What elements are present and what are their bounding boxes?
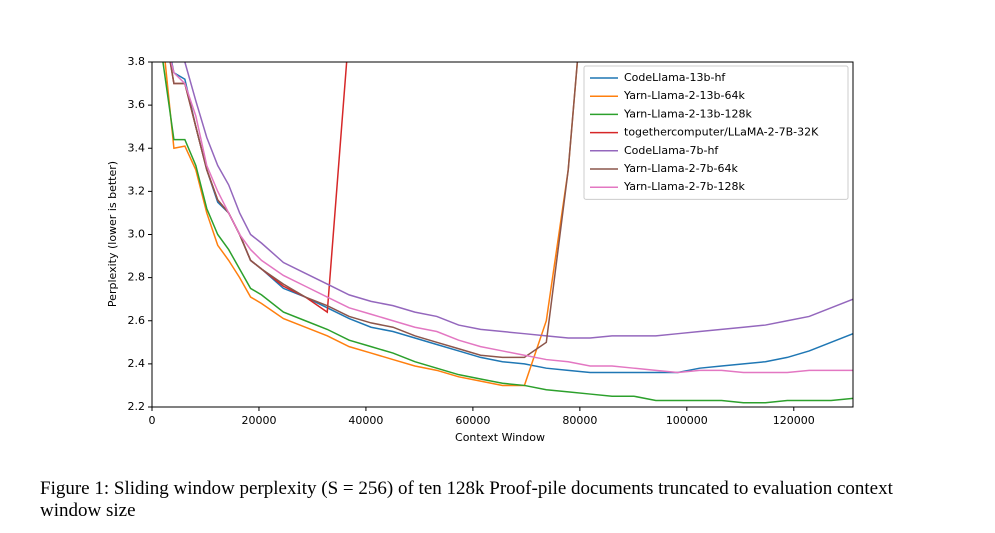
series-line: [162, 62, 853, 404]
series-line: [170, 62, 853, 374]
series-line: [169, 62, 348, 314]
x-tick-label: 40000: [348, 414, 383, 427]
y-axis-label: Perplexity (lower is better): [106, 161, 119, 307]
legend-box: [583, 65, 849, 200]
y-tick-label: 3.8: [128, 55, 146, 68]
legend-label: togethercomputer/LLaMA-2-7B-32K: [624, 126, 819, 139]
legend-label: CodeLlama-7b-hf: [624, 144, 719, 157]
y-tick-label: 3.0: [128, 228, 146, 241]
legend-label: Yarn-Llama-2-13b-128k: [623, 107, 752, 120]
legend-label: Yarn-Llama-2-13b-64k: [623, 89, 745, 102]
y-tick-label: 3.2: [128, 184, 146, 197]
series-line: [184, 62, 853, 339]
x-tick-label: 0: [149, 414, 156, 427]
caption: Figure 1: Sliding window perplexity (S =…: [40, 478, 893, 521]
legend-label: Yarn-Llama-2-7b-64k: [623, 162, 738, 175]
x-axis-label: Context Window: [455, 431, 545, 444]
x-tick-label: 20000: [241, 414, 276, 427]
y-tick-label: 2.6: [128, 314, 146, 327]
x-tick-label: 120000: [773, 414, 815, 427]
chart: Context Window Perplexity (lower is bett…: [106, 55, 854, 444]
y-tick-label: 3.6: [128, 98, 146, 111]
legend-label: Yarn-Llama-2-7b-128k: [623, 180, 745, 193]
series-line: [164, 62, 579, 387]
plot-lines: [162, 62, 853, 404]
x-tick-label: 60000: [455, 414, 490, 427]
x-tick-label: 100000: [666, 414, 708, 427]
y-tick-label: 2.2: [128, 400, 146, 413]
series-line: [169, 62, 579, 359]
y-tick-label: 3.4: [128, 141, 146, 154]
legend-label: CodeLlama-13b-hf: [624, 71, 726, 84]
y-tick-label: 2.4: [128, 357, 146, 370]
y-tick-label: 2.8: [128, 271, 146, 284]
x-tick-label: 80000: [562, 414, 597, 427]
